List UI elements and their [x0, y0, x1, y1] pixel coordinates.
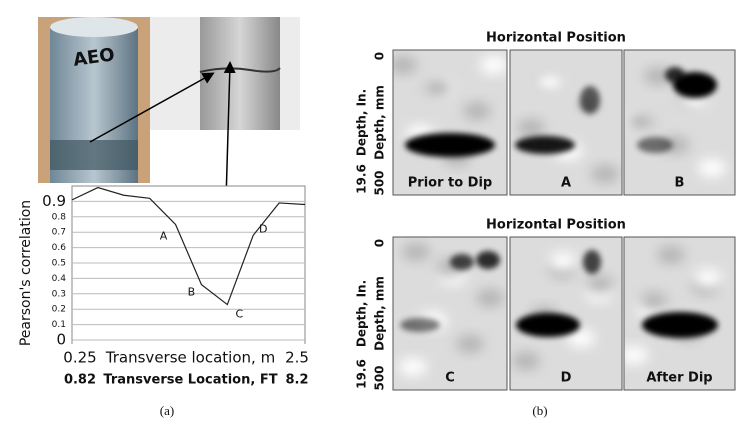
panel-label: Prior to Dip [408, 176, 493, 191]
reflection [673, 72, 717, 98]
depth-mm-label: Depth, mm [373, 276, 387, 351]
arrow [89, 72, 215, 143]
panel-title: Horizontal Position [486, 31, 626, 46]
y-axis-label: Pearson's correlation [18, 200, 34, 346]
reflection [580, 86, 600, 114]
y-tick-label: 0.6 [52, 243, 67, 253]
depth-mm-label: Depth, mm [373, 85, 387, 160]
caption: (b) [532, 403, 547, 418]
y-tick-label: 0.9 [42, 192, 66, 210]
texture [644, 67, 672, 85]
core-band [50, 140, 138, 170]
reflection [516, 313, 580, 337]
core-top [50, 17, 138, 37]
radar-panel [393, 50, 507, 195]
reflection [405, 133, 495, 157]
depth-mm-tick: 0 [373, 52, 387, 60]
y-tick-label: 0.2 [52, 305, 66, 315]
radar-panel [624, 237, 735, 390]
crack [199, 67, 281, 73]
radar-panel [393, 237, 507, 390]
x-axis-label: Transverse location, m [105, 349, 275, 367]
texture [549, 252, 577, 270]
panel-label: After Dip [646, 371, 712, 386]
panel-frame [623, 236, 736, 391]
reflection [637, 137, 673, 153]
line [71, 186, 306, 306]
x-tick-label: 2.5 [285, 349, 309, 367]
radar-panel [510, 50, 622, 195]
annotation: C [235, 308, 243, 321]
depth-in-tick: 19.6 [355, 164, 369, 194]
depth-mm-tick: 500 [373, 170, 387, 195]
panel-title: Horizontal Position [486, 218, 626, 233]
annotation: D [259, 222, 267, 235]
y-tick-label: 0.3 [52, 289, 66, 299]
reflection [515, 136, 575, 154]
radar-panels: Horizontal Position Depth, In. Depth, mm 0 5… [355, 31, 736, 391]
texture [517, 119, 545, 137]
core-sample-2 [200, 17, 280, 130]
texture [591, 165, 619, 183]
radar-panel [510, 237, 622, 390]
annotation: B [188, 286, 196, 299]
reflection [450, 254, 474, 270]
depth-in-label: Depth, In. [355, 89, 369, 156]
texture [627, 113, 655, 131]
panel-label: A [561, 176, 571, 191]
texture [476, 289, 504, 307]
caption: (a) [160, 403, 174, 418]
reflection [642, 312, 718, 338]
texture [393, 56, 417, 74]
reflection [400, 318, 440, 332]
annotation: A [160, 230, 168, 243]
texture [586, 275, 614, 293]
radar-panel [624, 50, 735, 195]
panel-label: D [561, 371, 572, 386]
depth-in-tick: 19.6 [355, 359, 369, 389]
depth-mm-tick: 0 [373, 239, 387, 247]
texture [480, 56, 507, 74]
texture [399, 358, 427, 376]
y-tick-label: 0.1 [52, 320, 66, 330]
x2-tick-label: 8.2 [285, 373, 308, 388]
correlation-plot: 00.1 0.2 0.3 0.4 0.5 0.6 0.7 0.8 0.9 0.25 2.5 0.82 8… [18, 185, 309, 388]
texture [456, 335, 484, 353]
panel-bg [393, 50, 507, 195]
panel-frame [509, 49, 623, 196]
texture [624, 346, 648, 364]
panel-frame [392, 49, 508, 196]
reflection [665, 67, 685, 83]
depth-in-label: Depth, In. [355, 280, 369, 347]
panel-frame [392, 236, 508, 391]
y-tick-label: 0.5 [52, 259, 66, 269]
depth-mm-tick: 500 [373, 365, 387, 390]
reflection [583, 250, 601, 274]
reflection [476, 251, 500, 269]
texture [463, 102, 491, 120]
panel-frame [509, 236, 623, 391]
y-tick-label: 0 [56, 331, 66, 349]
y-tick-label: 0.7 [52, 228, 66, 238]
x-tick-label: 0.25 [63, 349, 96, 367]
panel-label: C [445, 371, 455, 386]
photos: AEO [38, 17, 300, 236]
texture [536, 73, 564, 91]
panel-frame [623, 49, 736, 196]
y-tick-label: 0.8 [52, 212, 67, 222]
panel-label: B [675, 176, 685, 191]
texture [423, 79, 451, 97]
texture [698, 159, 726, 177]
texture [640, 292, 668, 310]
x2-axis-label: Transverse Location, FT [103, 373, 277, 388]
y-tick-label: 0.4 [52, 274, 67, 284]
texture [567, 329, 595, 347]
x2-tick-label: 0.82 [64, 373, 96, 388]
texture [694, 269, 722, 287]
texture [402, 243, 430, 261]
texture [512, 352, 540, 370]
texture [657, 246, 685, 264]
